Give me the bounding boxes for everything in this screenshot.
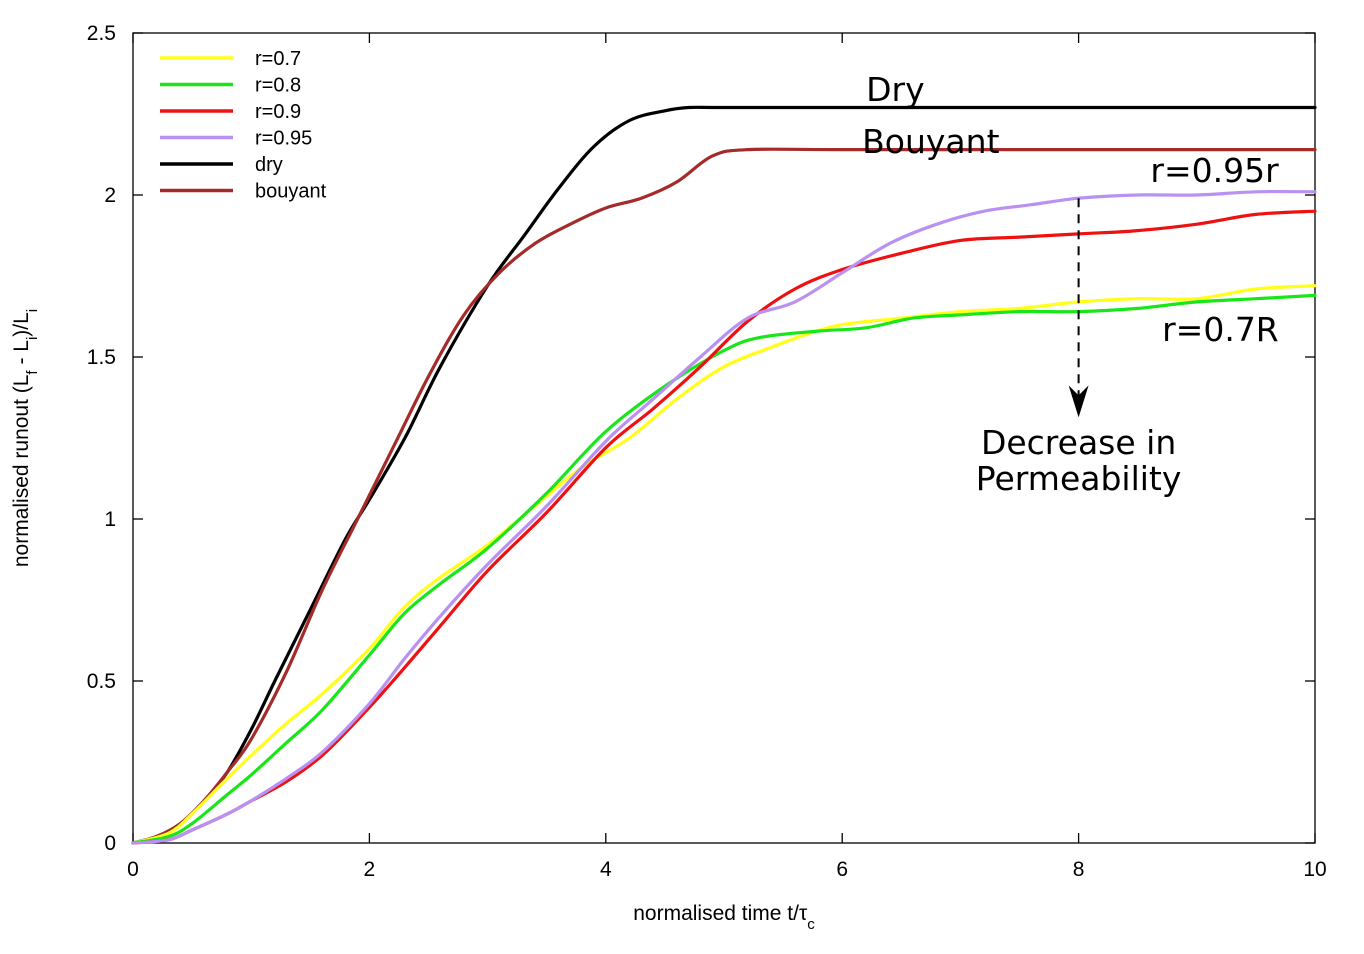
annotation-text: Bouyant — [862, 122, 999, 161]
x-axis-label: normalised time t/τc — [633, 902, 815, 933]
y-axis-label: normalised runout (Lf - Li)/Li — [10, 309, 41, 567]
tick-labels: 0 2 4 6 8 10 0 0.5 1 1.5 2 2.5 — [87, 22, 1327, 881]
y-tick-label: 0.5 — [87, 670, 116, 693]
legend: r=0.7 r=0.8 r=0.9 r=0.95 dry bouyant — [160, 48, 327, 203]
legend-label: bouyant — [255, 181, 327, 203]
legend-label: r=0.95 — [255, 128, 312, 150]
x-tick-label: 2 — [364, 858, 376, 881]
annotation-text: r=0.95r — [1150, 151, 1279, 190]
y-tick-label: 1.5 — [87, 346, 116, 369]
series-line-r-0-95 — [131, 189, 1317, 845]
series-line-r-0-8 — [131, 293, 1317, 845]
y-tick-label: 2 — [104, 184, 116, 207]
x-tick-label: 0 — [127, 858, 139, 881]
plot-frame — [132, 32, 1316, 844]
annotation-text: Dry — [866, 70, 925, 109]
y-tick-label: 2.5 — [87, 22, 116, 45]
permeability-arrow-head — [1068, 385, 1089, 418]
series-line-r-0-9 — [131, 209, 1317, 845]
x-tick-label: 6 — [836, 858, 848, 881]
annotation-text: Permeability — [976, 459, 1182, 498]
x-tick-label: 4 — [600, 858, 612, 881]
x-tick-label: 8 — [1073, 858, 1085, 881]
legend-label: r=0.9 — [255, 101, 301, 123]
legend-label: dry — [255, 154, 283, 176]
y-tick-label: 0 — [104, 832, 116, 855]
series-line-r-0-7 — [131, 284, 1317, 845]
legend-label: r=0.7 — [255, 48, 301, 70]
series-line-bouyant — [131, 147, 1317, 845]
annotation-text: r=0.7R — [1162, 310, 1279, 349]
annotations: Dry Bouyant r=0.95r r=0.7R Decrease inPermea… — [862, 70, 1279, 498]
legend-label: r=0.8 — [255, 75, 301, 97]
series-lines — [131, 105, 1317, 845]
x-tick-label: 10 — [1303, 858, 1326, 881]
annotation-text: Decrease in — [981, 423, 1176, 462]
plot-border — [132, 32, 1316, 844]
y-tick-label: 1 — [104, 508, 116, 531]
